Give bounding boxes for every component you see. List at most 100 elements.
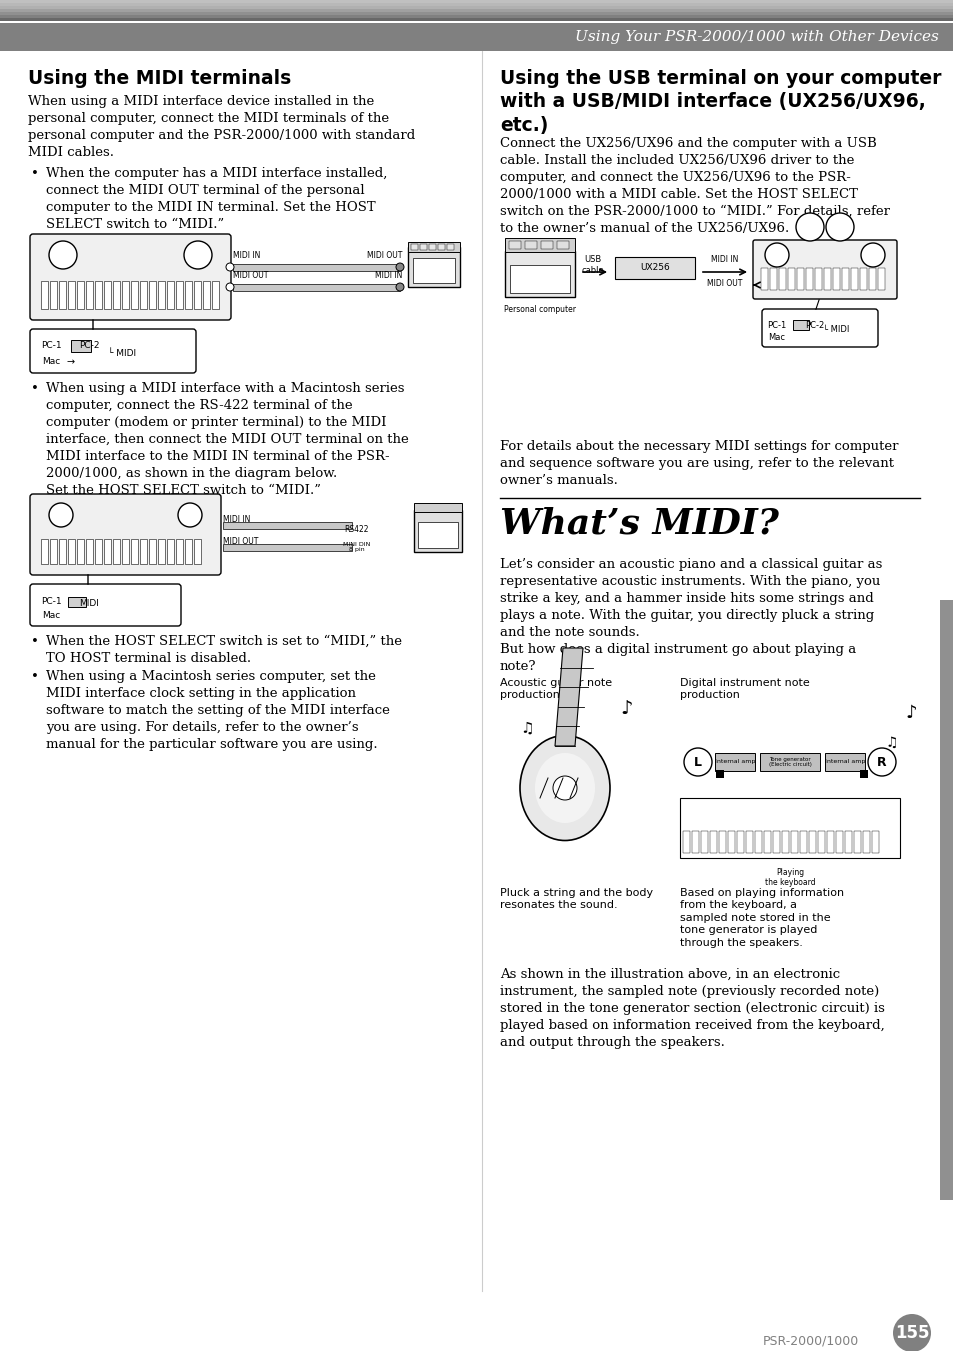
Bar xyxy=(68,597,86,607)
Text: Mac: Mac xyxy=(768,334,784,343)
Bar xyxy=(167,539,173,563)
Bar xyxy=(149,539,156,563)
Circle shape xyxy=(764,243,788,267)
Bar xyxy=(68,539,75,563)
Text: As shown in the illustration above, in an electronic
instrument, the sampled not: As shown in the illustration above, in a… xyxy=(499,969,884,1048)
Text: RS422: RS422 xyxy=(344,526,369,535)
Text: USB
cable: USB cable xyxy=(581,255,604,274)
Bar xyxy=(509,240,520,249)
Bar xyxy=(419,245,427,250)
Text: When using a MIDI interface device installed in the
personal computer, connect t: When using a MIDI interface device insta… xyxy=(28,95,415,159)
Text: MIDI IN: MIDI IN xyxy=(375,270,401,280)
Bar xyxy=(140,281,147,309)
Text: └ MIDI: └ MIDI xyxy=(108,350,136,358)
Circle shape xyxy=(395,282,403,290)
Text: Digital instrument note
production: Digital instrument note production xyxy=(679,678,809,700)
Bar xyxy=(408,242,459,253)
Bar xyxy=(835,831,842,852)
Bar xyxy=(77,281,84,309)
Bar xyxy=(524,240,537,249)
Text: MIDI OUT: MIDI OUT xyxy=(233,270,268,280)
Text: When the computer has a MIDI interface installed,
connect the MIDI OUT terminal : When the computer has a MIDI interface i… xyxy=(46,168,387,231)
Bar xyxy=(540,240,553,249)
Bar xyxy=(862,831,869,852)
FancyBboxPatch shape xyxy=(30,330,195,373)
Text: Pluck a string and the body
resonates the sound.: Pluck a string and the body resonates th… xyxy=(499,888,653,911)
Bar xyxy=(112,281,120,309)
FancyBboxPatch shape xyxy=(30,584,181,626)
Bar xyxy=(504,251,575,297)
Bar xyxy=(787,267,794,290)
Bar xyxy=(175,539,183,563)
Bar xyxy=(719,831,725,852)
Bar xyxy=(158,539,165,563)
Bar xyxy=(808,831,815,852)
Bar xyxy=(868,267,875,290)
Bar xyxy=(760,267,767,290)
Circle shape xyxy=(184,240,212,269)
Text: UX256: UX256 xyxy=(639,262,669,272)
Text: Based on playing information
from the keyboard, a
sampled note stored in the
ton: Based on playing information from the ke… xyxy=(679,888,843,947)
Circle shape xyxy=(553,775,577,800)
Bar xyxy=(844,831,851,852)
Bar xyxy=(814,267,821,290)
FancyBboxPatch shape xyxy=(30,494,221,576)
Bar xyxy=(0,15,953,18)
Bar xyxy=(800,831,806,852)
Text: Connect the UX256/UX96 and the computer with a USB
cable. Install the included U: Connect the UX256/UX96 and the computer … xyxy=(499,136,889,235)
FancyBboxPatch shape xyxy=(752,240,896,299)
Text: For details about the necessary MIDI settings for computer
and sequence software: For details about the necessary MIDI set… xyxy=(499,440,898,486)
Bar xyxy=(50,281,57,309)
Bar xyxy=(59,281,66,309)
Bar xyxy=(0,12,953,15)
Text: Mac: Mac xyxy=(42,611,60,620)
Bar xyxy=(615,257,695,280)
Text: Playing
the keyboard: Playing the keyboard xyxy=(764,867,815,888)
Bar xyxy=(853,831,861,852)
Circle shape xyxy=(867,748,895,775)
Bar xyxy=(0,9,953,12)
Bar xyxy=(68,281,75,309)
Bar xyxy=(429,245,436,250)
Bar xyxy=(679,798,899,858)
Bar xyxy=(193,281,201,309)
Bar xyxy=(175,281,183,309)
Text: MIDI IN: MIDI IN xyxy=(711,254,738,263)
Bar xyxy=(745,831,752,852)
Bar xyxy=(796,267,803,290)
Circle shape xyxy=(683,748,711,775)
Bar xyxy=(850,267,857,290)
Bar xyxy=(417,521,457,549)
Bar xyxy=(0,0,953,3)
Circle shape xyxy=(226,282,233,290)
Text: What’s MIDI?: What’s MIDI? xyxy=(499,507,778,540)
Bar xyxy=(413,258,455,282)
Bar xyxy=(790,831,797,852)
Text: Let’s consider an acoustic piano and a classical guitar as
representative acoust: Let’s consider an acoustic piano and a c… xyxy=(499,558,882,673)
Bar xyxy=(0,5,953,9)
Bar xyxy=(104,281,111,309)
Text: ♪: ♪ xyxy=(619,698,632,717)
Text: •: • xyxy=(30,635,39,648)
Bar xyxy=(939,600,953,1200)
Text: Using Your PSR-2000/1000 with Other Devices: Using Your PSR-2000/1000 with Other Devi… xyxy=(575,30,938,45)
Bar xyxy=(77,539,84,563)
Bar xyxy=(437,245,444,250)
Bar xyxy=(86,281,92,309)
Text: L: L xyxy=(693,755,701,769)
Text: Using the USB terminal on your computer
with a USB/MIDI interface (UX256/UX96,
e: Using the USB terminal on your computer … xyxy=(499,69,941,135)
Circle shape xyxy=(795,213,823,240)
Text: Personal computer: Personal computer xyxy=(503,304,576,313)
Text: MINI DIN
8 pin: MINI DIN 8 pin xyxy=(343,542,371,553)
Bar xyxy=(832,267,840,290)
Bar xyxy=(158,281,165,309)
Bar xyxy=(95,281,102,309)
Bar xyxy=(760,753,820,771)
Bar xyxy=(185,539,192,563)
Circle shape xyxy=(226,263,233,272)
Bar xyxy=(779,267,785,290)
Circle shape xyxy=(395,263,403,272)
Bar xyxy=(0,22,953,23)
Text: •: • xyxy=(30,670,39,684)
Bar xyxy=(414,503,461,512)
